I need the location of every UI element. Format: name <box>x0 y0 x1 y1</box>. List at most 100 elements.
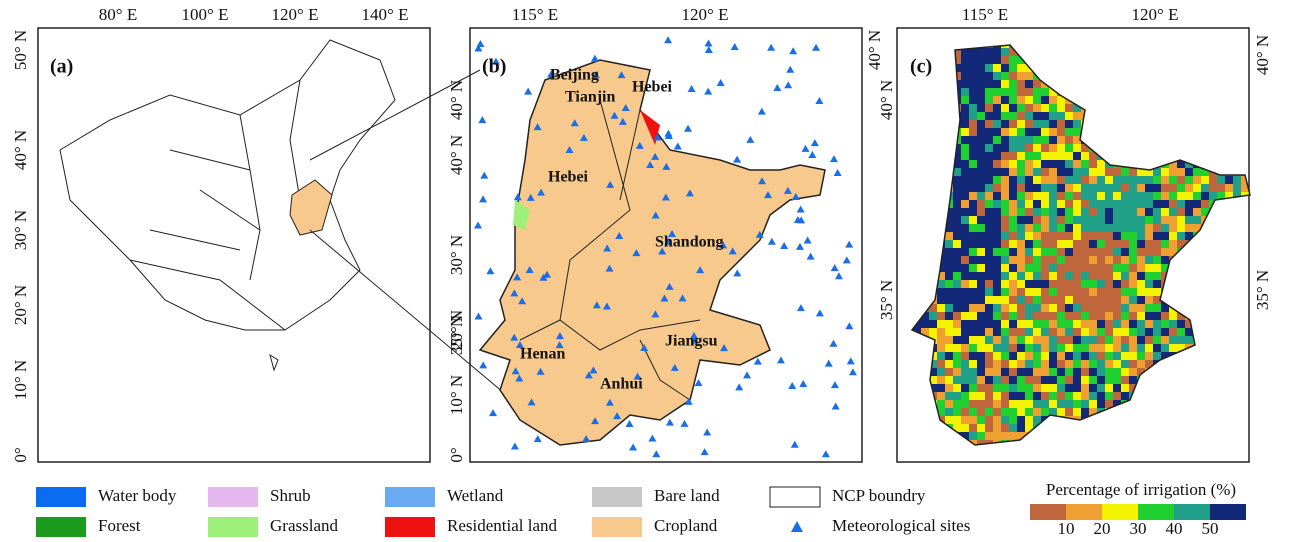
irrigation-cell <box>1041 312 1049 320</box>
irrigation-cell <box>1169 208 1177 216</box>
irrigation-cell <box>953 288 961 296</box>
irrigation-cell <box>1129 208 1137 216</box>
irrigation-cell <box>1249 352 1257 360</box>
irrigation-cell <box>1001 344 1009 352</box>
irrigation-cell <box>1105 264 1113 272</box>
irrigation-cell <box>1065 272 1073 280</box>
irrigation-cell <box>1105 208 1113 216</box>
irrigation-cell <box>1145 192 1153 200</box>
irrigation-cell <box>1081 360 1089 368</box>
irrigation-cell <box>1137 256 1145 264</box>
irrigation-cell <box>1057 144 1065 152</box>
irrigation-cell <box>1065 200 1073 208</box>
irrigation-cell <box>1041 272 1049 280</box>
irrigation-cell <box>1065 320 1073 328</box>
panel-label: (c) <box>910 56 932 78</box>
irrigation-cell <box>1001 160 1009 168</box>
irrigation-cell <box>1065 216 1073 224</box>
irrigation-cell <box>977 144 985 152</box>
irrigation-cell <box>945 248 953 256</box>
region-label: Jiangsu <box>665 333 718 350</box>
irrigation-cell <box>969 336 977 344</box>
irrigation-cell <box>961 104 969 112</box>
colorbar-segment <box>1210 504 1246 520</box>
irrigation-cell <box>961 192 969 200</box>
irrigation-cell <box>1193 200 1201 208</box>
irrigation-cell <box>1065 128 1073 136</box>
irrigation-cell <box>1001 256 1009 264</box>
irrigation-cell <box>977 184 985 192</box>
colorbar-tick-label: 50 <box>1202 519 1219 538</box>
irrigation-cell <box>1025 368 1033 376</box>
irrigation-cell <box>969 104 977 112</box>
irrigation-cell <box>937 400 945 408</box>
irrigation-cell <box>1161 312 1169 320</box>
irrigation-cell <box>977 384 985 392</box>
irrigation-cell <box>1089 368 1097 376</box>
irrigation-cell <box>1057 120 1065 128</box>
irrigation-cell <box>1097 216 1105 224</box>
irrigation-cell <box>1057 104 1065 112</box>
irrigation-cell <box>1081 176 1089 184</box>
irrigation-cell <box>1073 264 1081 272</box>
irrigation-cell <box>1097 336 1105 344</box>
irrigation-cell <box>953 416 961 424</box>
irrigation-cell <box>1017 256 1025 264</box>
irrigation-cell <box>977 416 985 424</box>
irrigation-cell <box>1009 56 1017 64</box>
irrigation-cell <box>1017 112 1025 120</box>
irrigation-cell <box>1001 232 1009 240</box>
irrigation-cell <box>1185 168 1193 176</box>
irrigation-cell <box>1001 336 1009 344</box>
irrigation-cell <box>977 112 985 120</box>
irrigation-cell <box>921 320 929 328</box>
irrigation-cell <box>1153 232 1161 240</box>
irrigation-cell <box>969 312 977 320</box>
irrigation-cell <box>1065 104 1073 112</box>
irrigation-cell <box>1033 176 1041 184</box>
irrigation-cell <box>1177 184 1185 192</box>
irrigation-cell <box>1081 376 1089 384</box>
irrigation-cell <box>1097 304 1105 312</box>
latitude-label: 30° N <box>447 235 466 275</box>
irrigation-cell <box>1153 184 1161 192</box>
irrigation-cell <box>1017 400 1025 408</box>
irrigation-cell <box>985 408 993 416</box>
irrigation-cell <box>977 352 985 360</box>
irrigation-cell <box>1057 336 1065 344</box>
irrigation-cell <box>1161 192 1169 200</box>
legend-label: Cropland <box>654 516 718 535</box>
irrigation-cell <box>1041 176 1049 184</box>
irrigation-cell <box>985 416 993 424</box>
irrigation-cell <box>1041 88 1049 96</box>
irrigation-cell <box>1249 144 1257 152</box>
irrigation-cell <box>1105 384 1113 392</box>
irrigation-cell <box>1249 208 1257 216</box>
irrigation-cell <box>1057 408 1065 416</box>
irrigation-cell <box>953 224 961 232</box>
irrigation-cell <box>945 352 953 360</box>
irrigation-cell <box>1081 224 1089 232</box>
irrigation-cell <box>1153 264 1161 272</box>
irrigation-cell <box>953 216 961 224</box>
irrigation-cell <box>1033 248 1041 256</box>
irrigation-cell <box>1017 304 1025 312</box>
irrigation-cell <box>1001 392 1009 400</box>
irrigation-cell <box>1065 408 1073 416</box>
irrigation-cell <box>953 184 961 192</box>
irrigation-cell <box>961 64 969 72</box>
irrigation-cell <box>1169 200 1177 208</box>
irrigation-cell <box>1001 208 1009 216</box>
irrigation-cell <box>1025 208 1033 216</box>
irrigation-cell <box>969 360 977 368</box>
irrigation-cell <box>1009 272 1017 280</box>
irrigation-cell <box>1161 344 1169 352</box>
latitude-label: 35° N <box>1253 270 1272 310</box>
panel-label: (b) <box>482 56 506 78</box>
colorbar-segment <box>1138 504 1174 520</box>
irrigation-cell <box>1081 312 1089 320</box>
irrigation-cell <box>1113 352 1121 360</box>
irrigation-cell <box>985 336 993 344</box>
colorbar-segment <box>1030 504 1066 520</box>
irrigation-cell <box>1009 88 1017 96</box>
